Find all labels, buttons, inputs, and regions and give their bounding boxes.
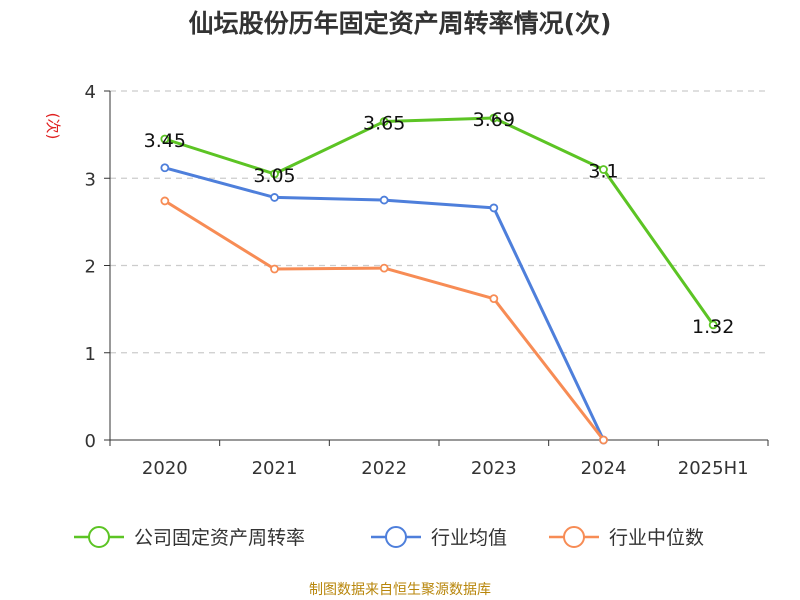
x-tick-label: 2021	[252, 458, 298, 479]
data-label: 3.05	[253, 165, 295, 187]
data-label: 3.45	[144, 130, 186, 152]
x-tick-label: 2025H1	[678, 458, 749, 479]
data-point	[489, 203, 499, 213]
y-tick-label: 2	[85, 257, 96, 278]
legend-label: 公司固定资产周转率	[134, 527, 305, 549]
legend[interactable]: 公司固定资产周转率 行业均值 行业中位数	[74, 526, 704, 549]
y-tick-label: 0	[85, 431, 96, 452]
data-point	[489, 113, 499, 123]
legend-item[interactable]: 公司固定资产周转率	[74, 526, 305, 549]
data-point	[379, 117, 389, 126]
x-tick-label: 2022	[361, 458, 407, 479]
data-point	[599, 435, 608, 445]
axes: 0 1 2 3 4 2020 2021 2022 2023 2024 2025H1	[85, 82, 769, 479]
legend-swatch-marker	[385, 526, 407, 548]
legend-label: 行业中位数	[609, 527, 704, 549]
data-label: 3.1	[588, 161, 618, 183]
data-point	[160, 196, 170, 206]
legend-swatch-marker	[88, 526, 110, 548]
legend-item[interactable]: 行业中位数	[549, 526, 704, 549]
y-tick-label: 3	[85, 169, 96, 190]
data-point	[599, 165, 608, 174]
y-axis-label: (次)	[44, 113, 62, 140]
data-point	[379, 263, 389, 273]
x-tick-label: 2023	[471, 458, 517, 479]
legend-label: 行业均值	[431, 527, 507, 549]
chart-title: 仙坛股份历年固定资产周转率情况(次)	[188, 9, 612, 38]
data-label: 3.69	[473, 109, 515, 131]
data-point	[379, 195, 389, 205]
data-label: 1.32	[692, 316, 734, 338]
legend-swatch-marker	[563, 526, 585, 548]
series-line	[164, 199, 605, 441]
data-point	[270, 264, 279, 274]
series-layer	[160, 113, 718, 445]
data-point	[160, 163, 170, 173]
data-point	[160, 134, 170, 144]
grid-lines	[110, 90, 768, 354]
y-tick-label: 1	[85, 344, 96, 365]
data-point	[270, 193, 279, 202]
series-line	[164, 116, 715, 326]
data-point	[270, 169, 279, 179]
data-labels: 3.45 3.05 3.65 3.69 3.1 1.32	[144, 109, 735, 338]
series-line	[164, 166, 605, 441]
data-point	[489, 294, 499, 304]
x-tick-label: 2020	[142, 458, 188, 479]
legend-item[interactable]: 行业均值	[371, 526, 507, 549]
y-tick-label: 4	[85, 82, 96, 103]
source-note: 制图数据来自恒生聚源数据库	[309, 582, 491, 598]
x-tick-label: 2024	[581, 458, 627, 479]
data-label: 3.65	[363, 113, 405, 135]
data-point	[708, 320, 718, 330]
